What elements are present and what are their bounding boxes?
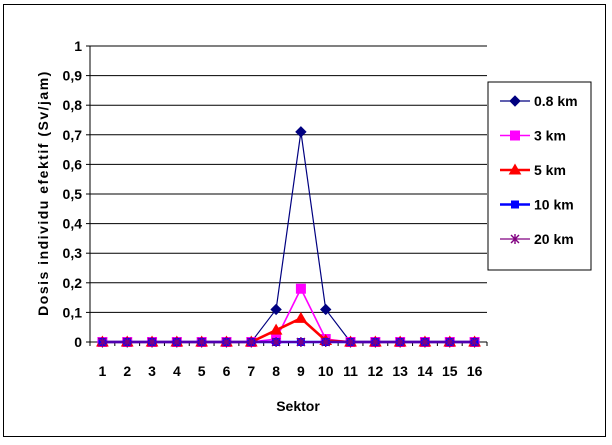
series-group: [96, 126, 481, 348]
legend-item: 5 km: [500, 162, 566, 178]
series-3-km: [97, 283, 480, 347]
x-tick-label: 2: [123, 363, 131, 379]
data-point: [197, 337, 207, 347]
data-point: [172, 337, 182, 347]
data-point: [295, 126, 307, 138]
series-20-km: [97, 337, 480, 347]
data-point: [221, 337, 231, 347]
axes: [86, 45, 488, 346]
y-tick-label: 1: [74, 38, 82, 54]
legend-label: 10 km: [534, 197, 574, 213]
legend-item: 10 km: [500, 197, 574, 213]
data-point: [370, 337, 380, 347]
y-tick-label: 0,2: [63, 275, 83, 291]
x-tick-label: 4: [173, 363, 181, 379]
data-point: [147, 337, 157, 347]
legend-marker: [509, 95, 521, 107]
series-line: [102, 131, 475, 343]
x-tick-label: 5: [198, 363, 206, 379]
x-tick-label: 10: [318, 363, 334, 379]
data-point: [97, 337, 107, 347]
legend-marker: [510, 130, 520, 141]
data-point: [270, 303, 282, 316]
y-tick-label: 0,1: [63, 304, 83, 320]
x-axis-title: Sektor: [276, 398, 320, 414]
legend-marker: [510, 234, 520, 244]
legend-item: 3 km: [500, 128, 566, 144]
legend-marker: [508, 163, 522, 175]
y-tick-label: 0: [74, 334, 82, 350]
legend-marker: [511, 200, 519, 209]
y-axis-title: Dosis individu efektif (Sv/jam): [35, 70, 51, 316]
data-point: [295, 283, 306, 294]
data-point: [395, 337, 405, 347]
series-line: [102, 316, 475, 344]
x-tick-label: 6: [223, 363, 231, 379]
y-tick-label: 0,6: [63, 156, 83, 172]
y-tick-label: 0,7: [63, 127, 83, 143]
data-point: [470, 337, 480, 347]
data-point: [122, 337, 132, 347]
x-tick-label: 12: [368, 363, 384, 379]
data-point: [294, 311, 308, 323]
data-point: [271, 337, 281, 347]
x-tick-label: 16: [467, 363, 483, 379]
x-tick-label: 9: [297, 363, 305, 379]
x-tick-label: 15: [442, 363, 458, 379]
y-tick-label: 0,8: [63, 97, 83, 113]
y-tick-labels: 0 0,1 0,2 0,3 0,4 0,5 0,6 0,7 0,8 0,9 1: [63, 38, 83, 350]
x-tick-label: 1: [99, 363, 107, 379]
y-tick-label: 0,5: [63, 186, 83, 202]
legend-item: 20 km: [500, 231, 574, 247]
data-point: [346, 337, 356, 347]
x-tick-label: 8: [272, 363, 280, 379]
series-line: [102, 286, 475, 343]
legend-label: 20 km: [534, 231, 574, 247]
y-tick-label: 0,9: [63, 68, 83, 84]
x-tick-label: 7: [247, 363, 255, 379]
data-point: [420, 337, 430, 347]
x-tick-label: 13: [392, 363, 408, 379]
data-point: [296, 337, 306, 347]
data-point: [320, 303, 332, 316]
y-tick-label: 0,3: [63, 245, 83, 261]
legend-label: 0.8 km: [534, 93, 578, 109]
data-point: [445, 337, 455, 347]
legend-label: 5 km: [534, 162, 566, 178]
legend: 0.8 km 3 km 5 km 10 km 20 km: [487, 81, 592, 271]
x-tick-labels: 1 2 3 4 5 6 7 8 9 10 11 12 13 14 15 16: [99, 363, 483, 379]
data-point: [246, 337, 256, 347]
data-point: [321, 337, 331, 347]
x-tick-label: 14: [417, 363, 433, 379]
legend-item: 0.8 km: [500, 93, 578, 109]
gridlines: [90, 45, 487, 313]
data-point: [269, 323, 283, 335]
x-tick-label: 11: [343, 363, 358, 379]
x-tick-label: 3: [148, 363, 156, 379]
y-tick-label: 0,4: [63, 216, 83, 232]
legend-label: 3 km: [534, 128, 566, 144]
